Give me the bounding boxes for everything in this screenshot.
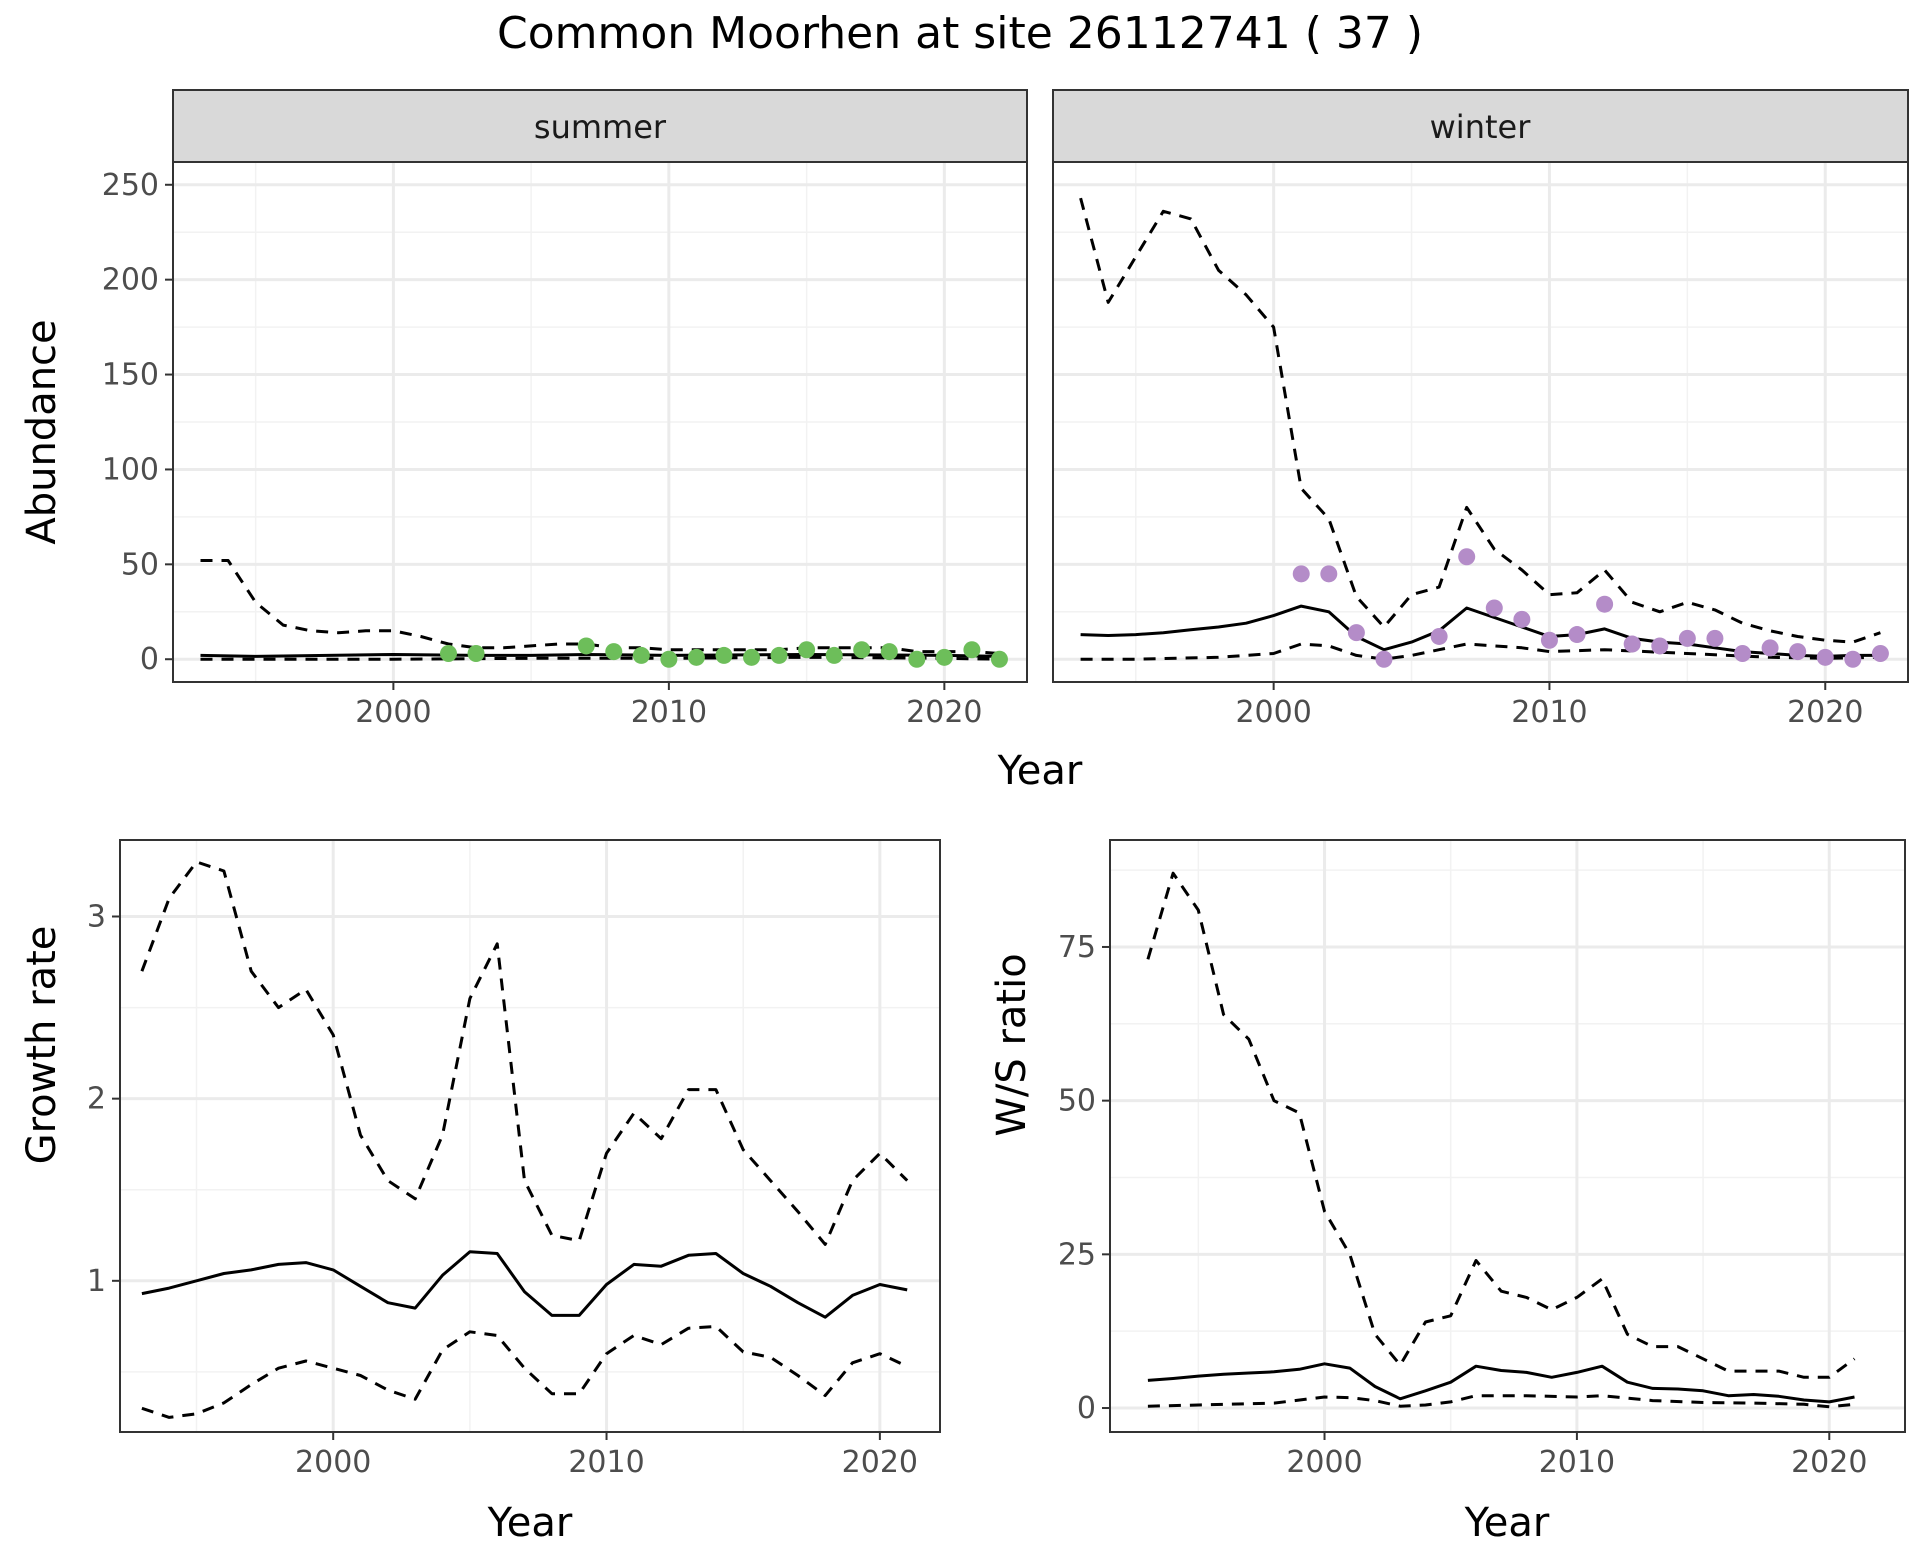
growth-x-label: Year <box>487 1500 573 1546</box>
summer-data-point <box>743 648 761 666</box>
winter-x-tick-label: 2010 <box>1511 695 1587 730</box>
strip-winter-label: winter <box>1430 108 1532 146</box>
winter-data-point <box>1844 650 1862 668</box>
summer-y-tick-label: 250 <box>102 168 159 203</box>
ws-ratio-panel: 2000 2010 2020 0 25 50 75 <box>1058 839 1906 1480</box>
summer-panel-border <box>172 161 1028 683</box>
winter-data-point <box>1513 610 1531 628</box>
summer-data-point <box>853 641 871 659</box>
summer-data-point <box>880 643 898 661</box>
growth-y-label: Growth rate <box>19 926 65 1165</box>
summer-data-point <box>990 650 1008 668</box>
summer-y-tick-label: 150 <box>102 358 159 393</box>
winter-data-point <box>1816 648 1834 666</box>
summer-y-tick-label: 100 <box>102 452 159 487</box>
winter-data-point <box>1706 629 1724 647</box>
growth-panel-border <box>119 839 941 1433</box>
growth-y-tick-label: 1 <box>87 1264 106 1299</box>
summer-estimate-line <box>200 653 1000 658</box>
abundance-x-label: Year <box>997 748 1083 794</box>
ratio-y-tick-label: 0 <box>1077 1391 1096 1426</box>
summer-data-point <box>660 650 678 668</box>
summer-data-point <box>825 646 843 664</box>
winter-data-point <box>1375 650 1393 668</box>
summer-data-point <box>632 646 650 664</box>
winter-estimate-line <box>1080 604 1881 658</box>
summer-data-point <box>687 648 705 666</box>
ratio-upper-line <box>1146 871 1856 1379</box>
summer-y-tick-label: 0 <box>140 642 159 677</box>
ratio-y-tick-label: 75 <box>1058 930 1096 965</box>
winter-data-point <box>1540 631 1558 649</box>
winter-panel-border <box>1052 161 1909 683</box>
winter-data-point <box>1761 639 1779 657</box>
summer-data-point <box>439 645 457 663</box>
winter-lower-line <box>1080 642 1881 661</box>
winter-data-point <box>1651 637 1669 655</box>
winter-x-tick-label: 2020 <box>1787 695 1863 730</box>
growth-upper-line <box>140 860 909 1246</box>
summer-data-point <box>798 641 816 659</box>
summer-x-tick-label: 2020 <box>906 695 982 730</box>
winter-data-point <box>1292 565 1310 583</box>
summer-upper-line <box>200 559 1000 655</box>
strip-summer <box>172 89 1028 163</box>
strip-summer-label: summer <box>534 108 667 146</box>
winter-panel: 2000 2010 2020 <box>1052 161 1909 730</box>
growth-estimate-line <box>141 1250 908 1319</box>
ratio-x-tick-label: 2020 <box>1791 1445 1867 1480</box>
growth-x-tick-label: 2000 <box>295 1445 371 1480</box>
summer-y-tick-label: 50 <box>121 547 159 582</box>
summer-data-point <box>577 637 595 655</box>
winter-data-point <box>1871 645 1889 663</box>
winter-data-point <box>1347 624 1365 642</box>
winter-data-point <box>1430 627 1448 645</box>
summer-data-point <box>605 643 623 661</box>
ratio-y-label: W/S ratio <box>989 953 1035 1136</box>
ratio-panel-border <box>1109 839 1906 1433</box>
winter-data-point <box>1678 629 1696 647</box>
ratio-y-tick-label: 25 <box>1058 1237 1096 1272</box>
growth-rate-panel: 2000 2010 2020 1 2 3 <box>87 839 941 1480</box>
ratio-x-label: Year <box>1464 1500 1550 1546</box>
summer-x-tick-label: 2010 <box>631 695 707 730</box>
growth-y-tick-label: 2 <box>87 1082 106 1117</box>
summer-data-point <box>935 648 953 666</box>
winter-data-point <box>1623 635 1641 653</box>
winter-x-tick-label: 2000 <box>1235 695 1311 730</box>
summer-data-point <box>715 646 733 664</box>
strip-winter <box>1052 89 1909 163</box>
growth-y-tick-label: 3 <box>87 900 106 935</box>
growth-x-tick-label: 2020 <box>842 1445 918 1480</box>
winter-data-point <box>1458 548 1476 566</box>
ratio-x-tick-label: 2010 <box>1539 1445 1615 1480</box>
summer-panel: 2000 2010 2020 0 50 100 150 200 250 <box>102 161 1028 730</box>
winter-data-point <box>1485 599 1503 617</box>
ratio-estimate-line <box>1147 1362 1855 1404</box>
growth-lower-line <box>141 1324 908 1419</box>
summer-y-tick-label: 200 <box>102 263 159 298</box>
summer-x-tick-label: 2000 <box>355 695 431 730</box>
ratio-lower-line <box>1147 1394 1855 1409</box>
abundance-y-label: Abundance <box>19 319 65 544</box>
winter-data-point <box>1734 645 1752 663</box>
summer-data-point <box>963 641 981 659</box>
summer-data-point <box>908 650 926 668</box>
summer-data-point <box>467 645 485 663</box>
summer-data-point <box>770 646 788 664</box>
winter-data-point <box>1789 643 1807 661</box>
growth-x-tick-label: 2010 <box>568 1445 644 1480</box>
winter-data-point <box>1568 626 1586 644</box>
winter-data-point <box>1596 595 1614 613</box>
ratio-x-tick-label: 2000 <box>1286 1445 1362 1480</box>
figure-title: Common Moorhen at site 26112741 ( 37 ) <box>497 8 1423 59</box>
winter-upper-line <box>1079 197 1881 644</box>
winter-data-point <box>1320 565 1338 583</box>
ratio-y-tick-label: 50 <box>1058 1084 1096 1119</box>
